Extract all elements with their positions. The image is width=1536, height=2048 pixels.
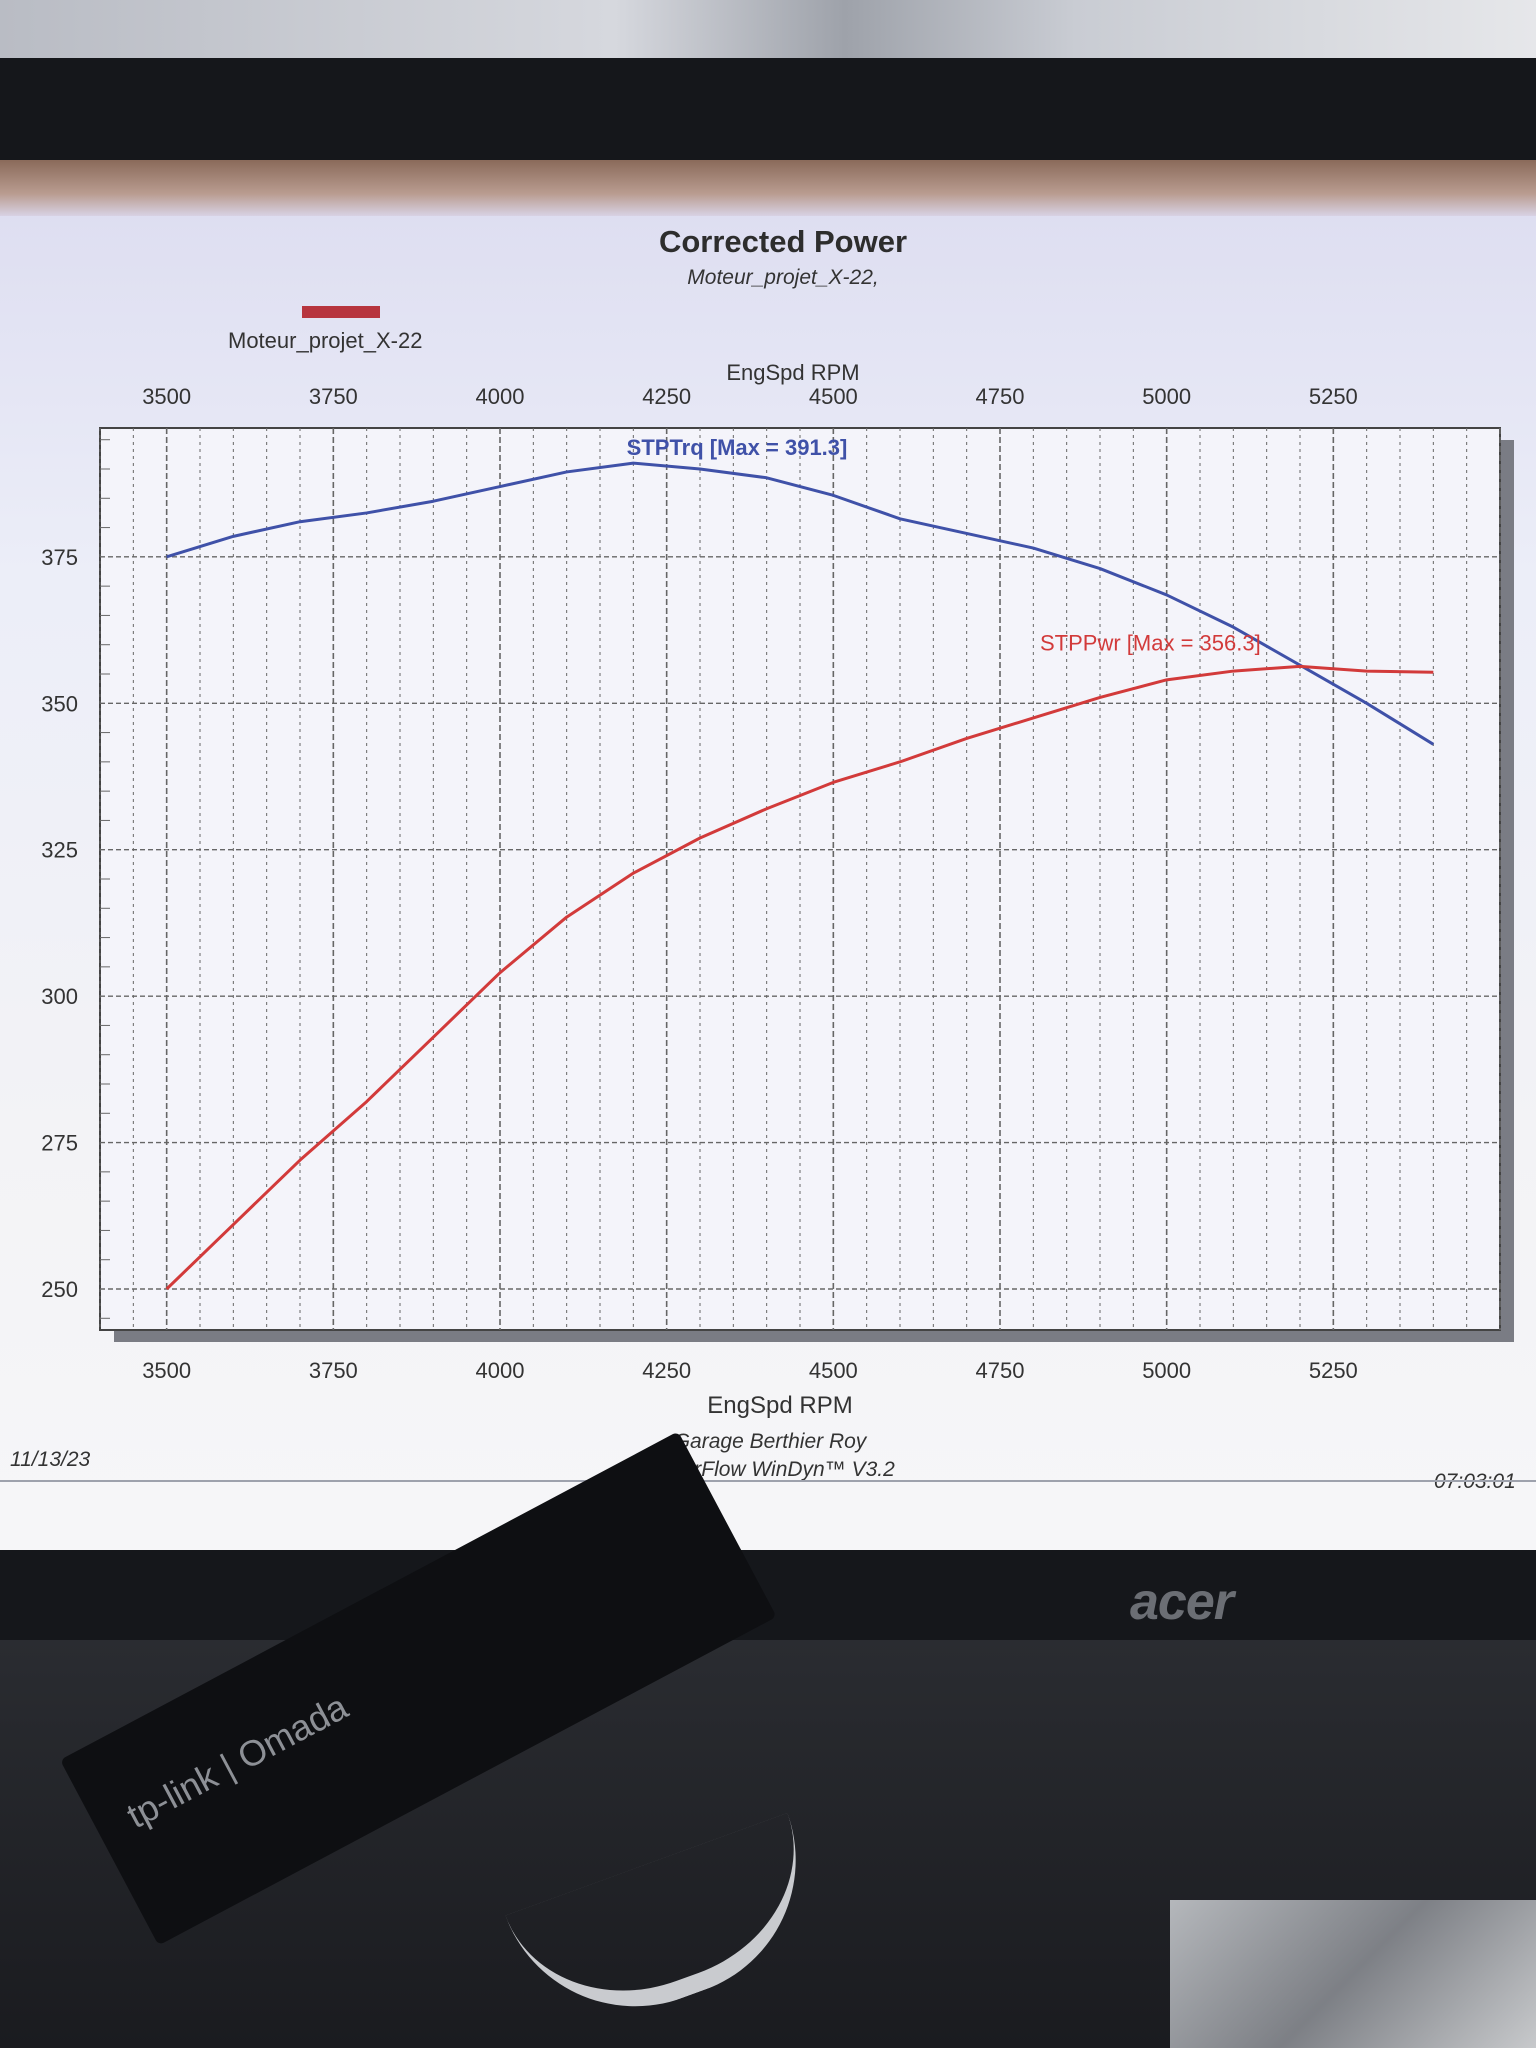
y-tick-label: 325	[41, 838, 78, 863]
top-x-tick-label: 3500	[142, 384, 191, 409]
top-x-tick-label: 4250	[642, 384, 691, 409]
date-stamp: 11/13/23	[10, 1448, 91, 1471]
x-tick-label: 4250	[642, 1358, 691, 1383]
y-tick-label: 350	[41, 691, 78, 716]
y-tick-label: 300	[41, 984, 78, 1009]
y-tick-label: 375	[41, 545, 78, 570]
x-tick-label: 5250	[1309, 1358, 1358, 1383]
plastic-bag	[1170, 1900, 1536, 2048]
legend-label: Moteur_projet_X-22	[228, 328, 423, 353]
top-x-tick-label: 5000	[1142, 384, 1191, 409]
top-x-tick-label: 4000	[476, 384, 525, 409]
x-tick-label: 5000	[1142, 1358, 1191, 1383]
chart-title: Corrected Power	[658, 224, 908, 259]
x-tick-label: 3500	[142, 1358, 191, 1383]
acer-logo: acer	[1130, 1573, 1234, 1631]
x-tick-label: 4750	[976, 1358, 1025, 1383]
torque-line	[166, 461, 1435, 746]
x-tick-label: 4500	[809, 1358, 858, 1383]
window-titlebar	[0, 160, 1536, 216]
power-line	[165, 664, 1434, 1291]
y-tick-label: 250	[41, 1277, 78, 1302]
top-x-tick-label: 3750	[309, 384, 358, 409]
x-tick-label: 3750	[309, 1358, 358, 1383]
x-tick-label: 4000	[476, 1358, 525, 1383]
x-axis-title: EngSpd RPM	[707, 1392, 853, 1419]
chart-subtitle: Moteur_projet_X-22,	[687, 266, 879, 289]
legend-swatch	[302, 306, 380, 318]
torque-max-annotation: STPTrq [Max = 391.3]	[627, 435, 848, 460]
top-x-axis-title: EngSpd RPM	[726, 360, 860, 385]
top-x-tick-label: 4750	[976, 384, 1025, 409]
top-x-tick-label: 4500	[809, 384, 858, 409]
power-max-annotation: STPPwr [Max = 356.3]	[1040, 630, 1261, 655]
footer-software-version: SuperFlow WinDyn™ V3.2	[645, 1458, 895, 1481]
footer-shop-name: Garage Berthier Roy	[673, 1430, 867, 1453]
top-x-tick-label: 5250	[1309, 384, 1358, 409]
screen-divider	[0, 1480, 1536, 1482]
y-tick-label: 275	[41, 1131, 78, 1156]
